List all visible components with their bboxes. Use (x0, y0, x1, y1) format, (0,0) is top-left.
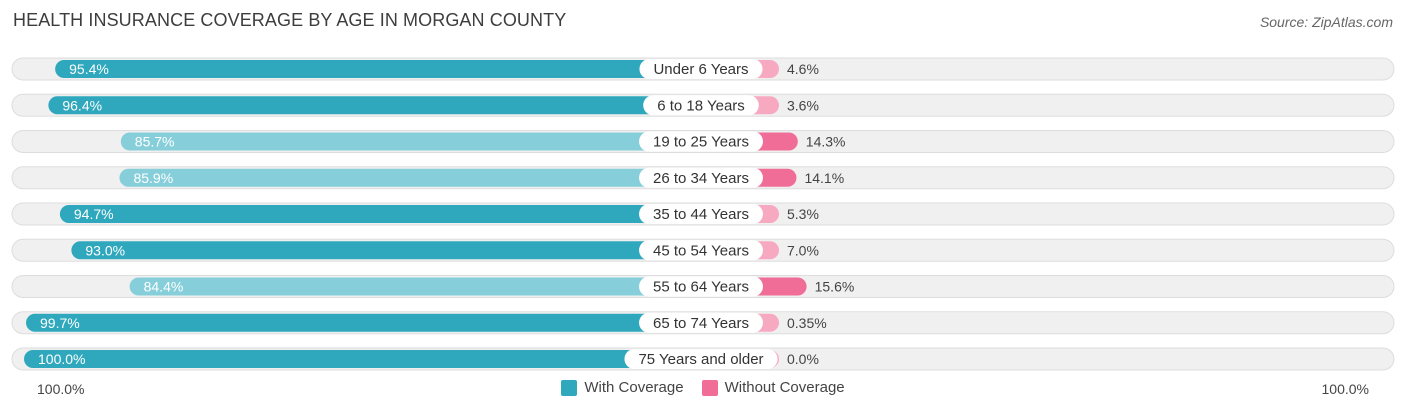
value-label-without-coverage: 3.6% (787, 97, 819, 113)
category-label-pill (639, 131, 763, 152)
value-label-without-coverage: 0.0% (787, 351, 819, 367)
category-label-pill (624, 349, 778, 369)
value-label-with-coverage: 85.9% (133, 170, 173, 186)
axis-left-label: 100.0% (37, 381, 85, 397)
value-label-without-coverage: 0.35% (787, 315, 827, 331)
legend: With Coverage Without Coverage (0, 379, 1406, 396)
category-label: 19 to 25 Years (653, 134, 749, 151)
category-label: Under 6 Years (653, 61, 748, 78)
category-label-pill (639, 276, 763, 297)
value-label-without-coverage: 4.6% (787, 61, 819, 77)
bar-with-coverage (26, 313, 701, 332)
value-label-with-coverage: 100.0% (38, 351, 85, 367)
value-label-with-coverage: 93.0% (85, 242, 125, 258)
category-label: 75 Years and older (638, 351, 763, 368)
category-label: 55 to 64 Years (653, 279, 749, 296)
value-label-with-coverage: 99.7% (40, 315, 80, 331)
bar-with-coverage (119, 168, 701, 187)
value-label-without-coverage: 15.6% (815, 279, 855, 295)
value-label-with-coverage: 96.4% (62, 97, 102, 113)
legend-item-without-coverage: Without Coverage (701, 379, 845, 396)
category-label: 6 to 18 Years (657, 97, 745, 114)
value-label-with-coverage: 84.4% (144, 279, 184, 295)
value-label-with-coverage: 85.7% (135, 134, 175, 150)
bar-with-coverage (129, 277, 701, 296)
category-label-pill (639, 204, 763, 224)
value-label-with-coverage: 95.4% (69, 61, 109, 77)
value-label-with-coverage: 94.7% (74, 206, 114, 222)
value-label-without-coverage: 14.3% (806, 134, 846, 150)
category-label: 45 to 54 Years (653, 242, 749, 259)
bar-with-coverage (71, 241, 701, 260)
value-label-without-coverage: 14.1% (804, 170, 844, 186)
chart-title: HEALTH INSURANCE COVERAGE BY AGE IN MORG… (13, 10, 567, 30)
source-label: Source: ZipAtlas.com (1259, 14, 1393, 30)
category-label: 65 to 74 Years (653, 315, 749, 332)
value-label-without-coverage: 5.3% (787, 206, 819, 222)
category-label: 35 to 44 Years (653, 206, 749, 223)
legend-label-without-coverage: Without Coverage (724, 379, 845, 396)
bar-with-coverage (59, 205, 702, 223)
axis-right-label: 100.0% (1321, 381, 1369, 397)
legend-label-with-coverage: With Coverage (584, 379, 684, 396)
bar-with-coverage (55, 60, 702, 78)
legend-swatch-with-coverage (561, 379, 578, 396)
legend-swatch-without-coverage (701, 379, 718, 396)
legend-item-with-coverage: With Coverage (561, 379, 684, 396)
bar-with-coverage (24, 350, 701, 368)
category-label-pill (639, 59, 763, 79)
category-label-pill (639, 312, 763, 333)
value-label-without-coverage: 7.0% (787, 242, 819, 258)
bar-with-coverage (48, 96, 701, 115)
category-label-pill (643, 95, 759, 116)
category-label-pill (639, 240, 763, 261)
category-label-pill (639, 167, 763, 188)
category-label: 26 to 34 Years (653, 170, 749, 187)
bar-with-coverage (120, 132, 702, 151)
